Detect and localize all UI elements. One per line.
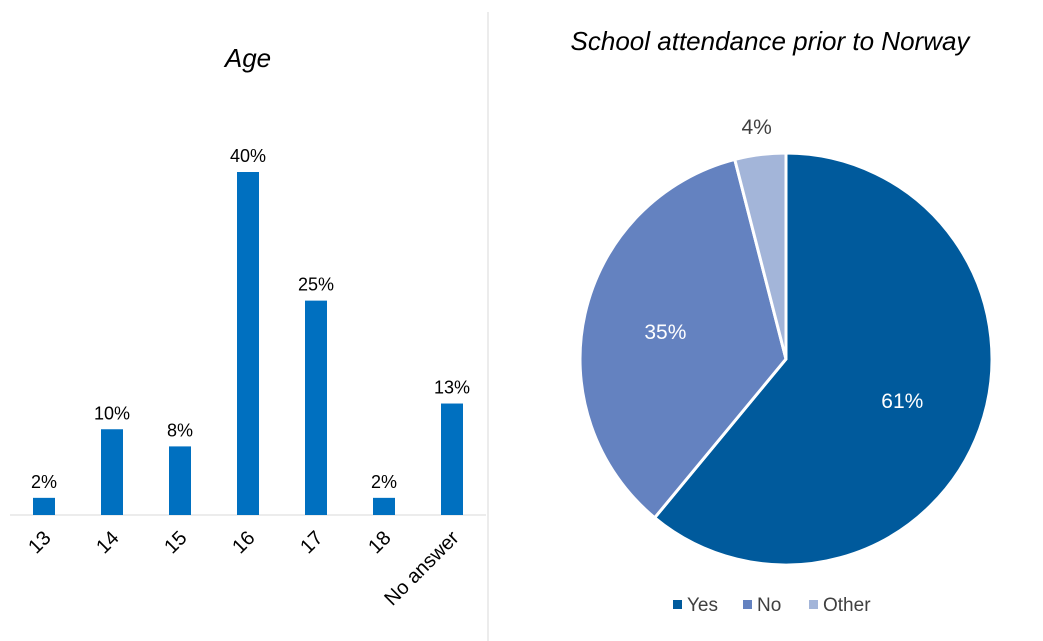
legend-swatch-no [743,600,752,609]
x-tick-label: 13 [24,527,55,558]
bar-15 [169,446,191,515]
legend-label-yes: Yes [687,595,718,616]
pie-chart-title: School attendance prior to Norway [571,26,972,56]
legend-label-no: No [757,595,781,616]
bar-16 [237,172,259,515]
x-tick-label: 18 [364,527,395,558]
bar-no-answer [441,403,463,515]
school-attendance-pie-chart: School attendance prior to Norway 61% 35%… [571,26,994,616]
bar-value-label: 2% [31,472,57,492]
x-tick-label: 16 [228,527,259,558]
age-bar-chart: Age 2% 13 10% 14 8% 15 40% 16 25% 17 2% 18 13% No ans… [10,43,486,610]
bar-value-label: 10% [94,403,130,423]
bar-value-label: 13% [434,378,470,398]
bar-value-label: 8% [167,420,193,440]
bar-chart-title: Age [223,43,271,73]
bar-14 [101,429,123,515]
x-tick-label: No answer [380,527,463,610]
pie-value-label: 35% [644,321,686,344]
bar-17 [305,300,327,515]
bar-value-label: 40% [230,146,266,166]
legend-swatch-yes [673,600,682,609]
x-tick-label: 17 [296,527,327,558]
pie-slice-no [578,157,788,520]
pie-value-label: 4% [741,116,771,139]
x-tick-label: 14 [92,527,123,558]
legend-swatch-other [809,600,818,609]
bar-value-label: 25% [298,275,334,295]
bar-13 [33,497,55,515]
bar-value-label: 2% [371,472,397,492]
pie-slice-other [733,151,788,361]
legend-label-other: Other [823,595,871,616]
pie-slice-yes [653,151,994,567]
x-tick-label: 15 [160,527,191,558]
bar-18 [373,497,395,515]
pie-value-label: 61% [881,390,923,413]
